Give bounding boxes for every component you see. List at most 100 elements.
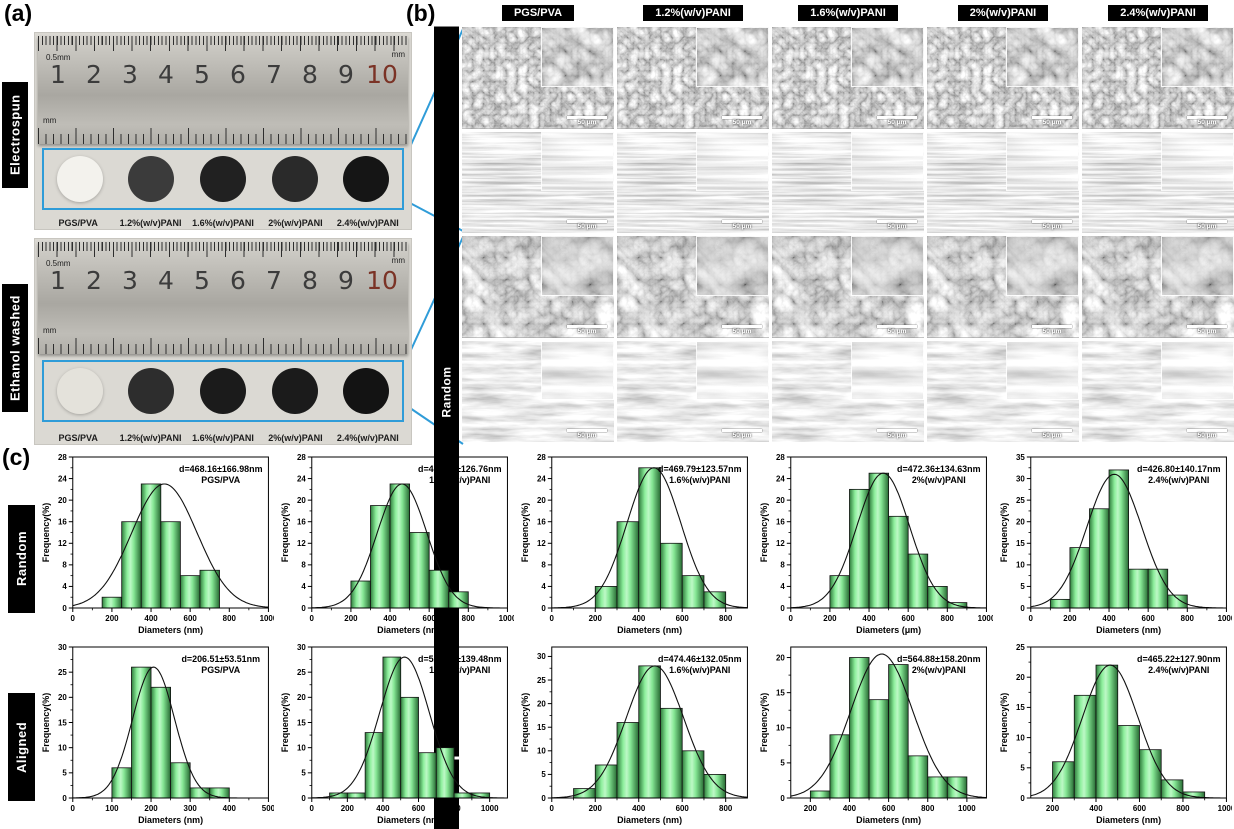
svg-text:8: 8 bbox=[781, 561, 786, 570]
svg-text:30: 30 bbox=[58, 643, 67, 652]
svg-text:5: 5 bbox=[781, 759, 786, 768]
photo-electrospun: Electrospun 0.5mm mm mm 1 2 3 4 5 6 7 8 9 10 PGS/… bbox=[0, 30, 414, 230]
disc-slot bbox=[330, 362, 402, 420]
svg-text:20: 20 bbox=[297, 693, 306, 702]
ruler-number: 8 bbox=[302, 266, 318, 295]
scale-bar: 50 μm bbox=[567, 115, 607, 126]
svg-text:0: 0 bbox=[62, 794, 67, 803]
svg-text:16: 16 bbox=[58, 517, 67, 526]
ruler-number: 1 bbox=[50, 266, 66, 295]
svg-text:16: 16 bbox=[776, 517, 785, 526]
histogram-aligned-2.4: 200 400 600 800 1000 0 5 10 15 20 25 Frequency(%) Di… bbox=[998, 640, 1232, 827]
svg-text:15: 15 bbox=[297, 718, 306, 727]
sem-image-aligned-2: 50 μm bbox=[772, 131, 924, 233]
sample-label: 2%(w/v)PANI bbox=[268, 433, 323, 443]
svg-text:PGS/PVA: PGS/PVA bbox=[201, 665, 241, 675]
svg-text:12: 12 bbox=[58, 539, 67, 548]
svg-text:0: 0 bbox=[549, 614, 554, 623]
ruler-ticks-top bbox=[38, 242, 408, 258]
svg-text:28: 28 bbox=[776, 453, 785, 462]
svg-text:200: 200 bbox=[1063, 614, 1077, 623]
svg-text:28: 28 bbox=[537, 453, 546, 462]
scale-bar: 50 μm bbox=[1032, 429, 1072, 439]
sample-label: 1.2%(w/v)PANI bbox=[119, 433, 182, 443]
svg-text:0: 0 bbox=[302, 794, 307, 803]
ruler-unit-top-left: 0.5mm bbox=[46, 53, 71, 62]
sem-header-slot: 1.2%(w/v)PANI bbox=[617, 3, 769, 23]
scale-bar: 50 μm bbox=[1032, 324, 1072, 335]
sample-label: 1.6%(w/v)PANI bbox=[192, 433, 254, 443]
svg-text:Frequency(%): Frequency(%) bbox=[759, 503, 769, 562]
sample-label: 2%(w/v)PANI bbox=[268, 218, 323, 228]
scale-bar: 50 μm bbox=[877, 220, 917, 230]
ruler-number: 4 bbox=[158, 266, 174, 295]
histogram-aligned-2.0: 200 400 600 800 1000 0 5 10 15 20 Frequency(%) Diam… bbox=[758, 640, 992, 827]
side-label-ethanol-washed: Ethanol washed bbox=[2, 284, 28, 412]
sem-image-random-0: 50 μm bbox=[462, 27, 614, 129]
scale-bar: 50 μm bbox=[877, 429, 917, 439]
svg-text:8: 8 bbox=[62, 561, 67, 570]
sample-disc-4 bbox=[343, 156, 390, 202]
sample-labels: PGS/PVA 1.2%(w/v)PANI 1.6%(w/v)PANI 2%(w/v)… bbox=[42, 218, 404, 228]
sem-inset-zoom bbox=[1005, 340, 1079, 401]
svg-text:5: 5 bbox=[1020, 764, 1025, 773]
svg-text:1000: 1000 bbox=[958, 804, 976, 813]
scale-bar-text: 50 μm bbox=[577, 432, 597, 439]
svg-text:20: 20 bbox=[297, 496, 306, 505]
sem-inset-zoom bbox=[540, 236, 614, 296]
svg-text:d=472.36±134.63nm: d=472.36±134.63nm bbox=[897, 464, 981, 474]
svg-text:200: 200 bbox=[345, 614, 359, 623]
svg-text:0: 0 bbox=[1028, 614, 1033, 623]
scale-bar-text: 50 μm bbox=[577, 118, 597, 126]
scale-bar-text: 50 μm bbox=[1197, 327, 1217, 335]
scale-bar-text: 50 μm bbox=[887, 327, 907, 335]
svg-text:600: 600 bbox=[412, 804, 426, 813]
svg-text:800: 800 bbox=[719, 804, 733, 813]
ruler-number: 7 bbox=[266, 60, 282, 89]
photo-area-ethanol-washed: 0.5mm mm mm 1 2 3 4 5 6 7 8 9 10 PGS/PVA 1.2%(w/v)… bbox=[34, 238, 412, 445]
histogram-aligned-1.6: 0 200 400 600 800 0 5 10 15 20 25 30 Frequency(%) Dia… bbox=[519, 640, 753, 827]
svg-text:10: 10 bbox=[1016, 561, 1025, 570]
disc-slot bbox=[187, 362, 259, 420]
svg-text:PGS/PVA: PGS/PVA bbox=[201, 475, 241, 485]
ruler-ticks-bottom bbox=[38, 126, 408, 144]
histogram-aligned-1.2: 0 200 400 600 800 1000 0 5 10 15 20 25 30 Frequency(%… bbox=[279, 640, 513, 827]
svg-text:800: 800 bbox=[921, 804, 935, 813]
sem-header-slot: 2%(w/v)PANI bbox=[927, 3, 1079, 23]
svg-text:30: 30 bbox=[297, 643, 306, 652]
sem-inset-zoom bbox=[695, 236, 769, 296]
sem-image-random-1: 50 μm bbox=[617, 236, 769, 338]
disc-slot bbox=[330, 150, 402, 208]
scale-bar-text: 50 μm bbox=[732, 327, 752, 335]
scale-bar: 50 μm bbox=[1187, 220, 1227, 230]
sample-disc-1 bbox=[128, 156, 175, 202]
histogram-aligned-pgspva: 0 100 200 300 400 500 0 5 10 15 20 25 30 Frequency(%)… bbox=[40, 640, 274, 827]
scale-bar-line bbox=[722, 429, 762, 432]
scale-bar-line bbox=[567, 429, 607, 432]
sem-image-aligned-0: 50 μm bbox=[462, 131, 614, 233]
ruler-number: 5 bbox=[194, 266, 210, 295]
scale-bar-text: 50 μm bbox=[1042, 223, 1062, 230]
sem-inset-zoom bbox=[850, 340, 924, 401]
svg-text:10: 10 bbox=[776, 724, 785, 733]
svg-text:1.2%(w/v)PANI: 1.2%(w/v)PANI bbox=[430, 475, 491, 485]
scale-bar-line bbox=[1032, 115, 1072, 119]
svg-text:d=474.46±132.05nm: d=474.46±132.05nm bbox=[658, 654, 742, 664]
sem-column-headers: PGS/PVA 1.2%(w/v)PANI 1.6%(w/v)PANI 2%(w/v)… bbox=[462, 3, 1234, 23]
svg-text:400: 400 bbox=[632, 804, 646, 813]
ruler-number: 2 bbox=[86, 266, 102, 295]
svg-text:20: 20 bbox=[776, 496, 785, 505]
svg-text:0: 0 bbox=[549, 804, 554, 813]
svg-text:35: 35 bbox=[1016, 453, 1025, 462]
svg-text:2%(w/v)PANI: 2%(w/v)PANI bbox=[912, 475, 966, 485]
ruler-number: 5 bbox=[194, 60, 210, 89]
svg-text:800: 800 bbox=[941, 614, 955, 623]
sem-column-header: 2%(w/v)PANI bbox=[957, 5, 1049, 21]
ruler-unit-top-right: mm bbox=[391, 256, 405, 265]
svg-text:15: 15 bbox=[1016, 703, 1025, 712]
ruler-number: 9 bbox=[338, 266, 354, 295]
sem-image-random-0: 50 μm bbox=[462, 236, 614, 338]
sem-inset-zoom bbox=[850, 27, 924, 87]
svg-text:1.2%(w/v)PANI: 1.2%(w/v)PANI bbox=[430, 665, 491, 675]
svg-text:800: 800 bbox=[223, 614, 237, 623]
